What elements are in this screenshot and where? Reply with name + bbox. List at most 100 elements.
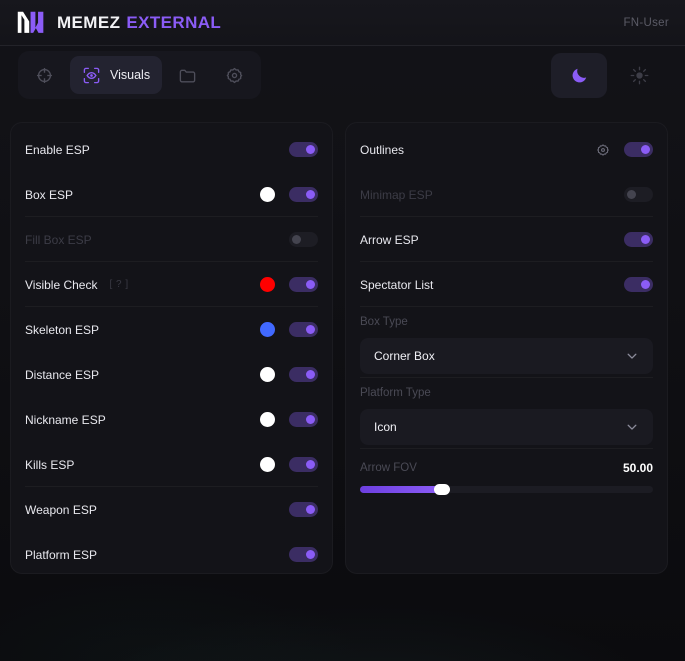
setting-label: Fill Box ESP bbox=[25, 232, 92, 247]
setting-label: Arrow ESP bbox=[360, 232, 419, 247]
brand-accent: EXTERNAL bbox=[126, 12, 222, 32]
tab-visuals-label: Visuals bbox=[110, 68, 151, 82]
folder-icon bbox=[178, 66, 197, 85]
select-group: Platform Type Icon bbox=[360, 378, 653, 449]
setting-label: Minimap ESP bbox=[360, 187, 433, 202]
row-controls bbox=[624, 277, 653, 292]
toggle-knob bbox=[641, 235, 650, 244]
dropdown-value: Corner Box bbox=[374, 349, 435, 363]
crosshair-icon bbox=[35, 66, 54, 85]
help-hint[interactable]: [ ? ] bbox=[109, 279, 129, 290]
setting-label: Box ESP bbox=[25, 187, 74, 202]
row-controls bbox=[260, 187, 318, 202]
setting-label: Nickname ESP bbox=[25, 412, 106, 427]
color-swatch[interactable] bbox=[260, 322, 275, 337]
setting-label: Skeleton ESP bbox=[25, 322, 100, 337]
top-header-bar: MEMEZ EXTERNAL FN-User bbox=[0, 0, 685, 46]
toggle-knob bbox=[306, 280, 315, 289]
theme-mode-group bbox=[551, 52, 667, 98]
select-label: Platform Type bbox=[360, 387, 431, 399]
moon-mode-button[interactable] bbox=[551, 52, 607, 98]
row-controls bbox=[624, 232, 653, 247]
color-swatch[interactable] bbox=[260, 277, 275, 292]
tab-aimbot[interactable] bbox=[23, 56, 66, 94]
toggle-knob bbox=[306, 325, 315, 334]
row-controls bbox=[289, 142, 318, 157]
select-group: Box Type Corner Box bbox=[360, 307, 653, 378]
setting-row: Enable ESP bbox=[25, 127, 318, 172]
dropdown-select[interactable]: Icon bbox=[360, 409, 653, 445]
setting-row: Minimap ESP bbox=[360, 172, 653, 217]
toggle-knob bbox=[306, 505, 315, 514]
toggle-switch[interactable] bbox=[289, 367, 318, 382]
row-controls bbox=[260, 412, 318, 427]
chevron-down-icon bbox=[625, 420, 639, 434]
toggle-switch[interactable] bbox=[289, 187, 318, 202]
toggle-switch[interactable] bbox=[289, 142, 318, 157]
row-controls bbox=[289, 502, 318, 517]
toggle-switch[interactable] bbox=[624, 277, 653, 292]
toggle-switch[interactable] bbox=[624, 232, 653, 247]
toggle-switch[interactable] bbox=[624, 187, 653, 202]
toggle-knob bbox=[306, 145, 315, 154]
slider-block: Arrow FOV 50.00 bbox=[360, 449, 653, 499]
toggle-knob bbox=[292, 235, 301, 244]
toggle-switch[interactable] bbox=[289, 322, 318, 337]
toggle-knob bbox=[641, 145, 650, 154]
row-controls bbox=[260, 322, 318, 337]
setting-label: Kills ESP bbox=[25, 457, 75, 472]
toggle-switch[interactable] bbox=[289, 502, 318, 517]
gear-icon[interactable] bbox=[596, 143, 610, 157]
color-swatch[interactable] bbox=[260, 367, 275, 382]
tab-visuals[interactable]: Visuals bbox=[70, 56, 163, 94]
toggle-knob bbox=[306, 415, 315, 424]
toggle-switch[interactable] bbox=[289, 457, 318, 472]
brand-primary: MEMEZ bbox=[57, 12, 121, 32]
setting-label: Enable ESP bbox=[25, 142, 90, 157]
toggle-knob bbox=[627, 190, 636, 199]
slider-fill bbox=[360, 486, 443, 493]
row-controls bbox=[289, 232, 318, 247]
setting-row: Visible Check [ ? ] bbox=[25, 262, 318, 307]
slider-label: Arrow FOV bbox=[360, 462, 417, 474]
tab-settings[interactable] bbox=[213, 56, 256, 94]
dropdown-value: Icon bbox=[374, 420, 397, 434]
toggle-knob bbox=[641, 280, 650, 289]
slider-knob[interactable] bbox=[434, 484, 451, 495]
setting-label: Platform ESP bbox=[25, 547, 98, 562]
toggle-switch[interactable] bbox=[289, 547, 318, 562]
toggle-switch[interactable] bbox=[624, 142, 653, 157]
toggle-switch[interactable] bbox=[289, 277, 318, 292]
setting-row: Outlines bbox=[360, 127, 653, 172]
row-controls bbox=[596, 142, 653, 157]
setting-label: Distance ESP bbox=[25, 367, 100, 382]
setting-row: Fill Box ESP bbox=[25, 217, 318, 262]
settings-panels: Enable ESP Box ESP Fill Box ESP Visible Che… bbox=[10, 122, 675, 574]
setting-row: Skeleton ESP bbox=[25, 307, 318, 352]
chevron-down-icon bbox=[625, 349, 639, 363]
setting-label: Spectator List bbox=[360, 277, 434, 292]
toggle-switch[interactable] bbox=[289, 232, 318, 247]
sun-mode-button[interactable] bbox=[611, 53, 667, 98]
memez-logo-icon bbox=[16, 10, 46, 36]
toggle-knob bbox=[306, 370, 315, 379]
color-swatch[interactable] bbox=[260, 457, 275, 472]
row-controls bbox=[624, 187, 653, 202]
slider-track[interactable] bbox=[360, 484, 653, 495]
select-label: Box Type bbox=[360, 316, 408, 328]
setting-label: Weapon ESP bbox=[25, 502, 97, 517]
setting-row: Platform ESP bbox=[25, 532, 318, 573]
color-swatch[interactable] bbox=[260, 412, 275, 427]
eye-scan-icon bbox=[82, 66, 101, 85]
toggle-knob bbox=[306, 460, 315, 469]
brand-title: MEMEZ EXTERNAL bbox=[57, 13, 221, 33]
color-swatch[interactable] bbox=[260, 187, 275, 202]
tab-configs[interactable] bbox=[166, 56, 209, 94]
toggle-knob bbox=[306, 190, 315, 199]
dropdown-select[interactable]: Corner Box bbox=[360, 338, 653, 374]
sun-icon bbox=[630, 66, 649, 85]
setting-row: Kills ESP bbox=[25, 442, 318, 487]
setting-row: Weapon ESP bbox=[25, 487, 318, 532]
setting-label: Visible Check bbox=[25, 277, 98, 292]
toggle-switch[interactable] bbox=[289, 412, 318, 427]
